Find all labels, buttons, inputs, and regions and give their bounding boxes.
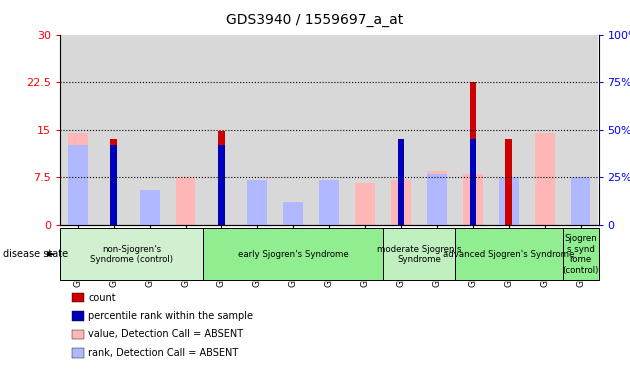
Bar xyxy=(355,184,375,225)
Bar xyxy=(168,35,203,225)
Bar xyxy=(110,146,117,225)
Text: non-Sjogren's
Syndrome (control): non-Sjogren's Syndrome (control) xyxy=(90,245,173,264)
Bar xyxy=(469,82,476,225)
Bar xyxy=(499,177,518,225)
Text: ►: ► xyxy=(47,249,55,260)
Bar xyxy=(311,35,347,225)
Bar xyxy=(383,35,419,225)
Text: GDS3940 / 1559697_a_at: GDS3940 / 1559697_a_at xyxy=(226,13,404,27)
Bar xyxy=(60,35,96,225)
Bar xyxy=(140,202,159,225)
Bar xyxy=(505,139,512,225)
Bar xyxy=(391,180,411,225)
Bar xyxy=(427,171,447,225)
Bar xyxy=(463,174,483,225)
Bar xyxy=(527,35,563,225)
Bar xyxy=(176,177,195,225)
Bar xyxy=(248,196,267,225)
Bar xyxy=(218,146,225,225)
Text: value, Detection Call = ABSENT: value, Detection Call = ABSENT xyxy=(88,329,243,339)
Bar xyxy=(469,139,476,225)
Bar xyxy=(319,193,339,225)
Bar xyxy=(68,133,88,225)
Text: early Sjogren's Syndrome: early Sjogren's Syndrome xyxy=(238,250,348,259)
Bar xyxy=(571,177,590,225)
Bar xyxy=(571,180,590,225)
Bar xyxy=(248,180,267,225)
Text: rank, Detection Call = ABSENT: rank, Detection Call = ABSENT xyxy=(88,348,238,358)
Bar xyxy=(218,131,225,225)
Bar xyxy=(239,35,275,225)
Text: percentile rank within the sample: percentile rank within the sample xyxy=(88,311,253,321)
Bar xyxy=(110,139,117,225)
Text: moderate Sjogren's
Syndrome: moderate Sjogren's Syndrome xyxy=(377,245,461,264)
Bar xyxy=(563,35,598,225)
Bar xyxy=(491,35,527,225)
Bar xyxy=(427,174,447,225)
Bar xyxy=(96,35,132,225)
Bar xyxy=(347,35,383,225)
Bar xyxy=(132,35,168,225)
Bar xyxy=(284,202,303,225)
Text: count: count xyxy=(88,293,116,303)
Bar xyxy=(284,212,303,225)
Text: advanced Sjogren's Syndrome: advanced Sjogren's Syndrome xyxy=(443,250,575,259)
Bar xyxy=(535,133,554,225)
Bar xyxy=(398,139,404,225)
Bar xyxy=(455,35,491,225)
Bar xyxy=(275,35,311,225)
Bar xyxy=(203,35,239,225)
Text: disease state: disease state xyxy=(3,249,68,260)
Bar xyxy=(68,146,88,225)
Text: Sjogren
s synd
rome
(control): Sjogren s synd rome (control) xyxy=(563,234,598,275)
Bar xyxy=(319,180,339,225)
Bar xyxy=(419,35,455,225)
Bar xyxy=(140,190,159,225)
Bar xyxy=(499,177,518,225)
